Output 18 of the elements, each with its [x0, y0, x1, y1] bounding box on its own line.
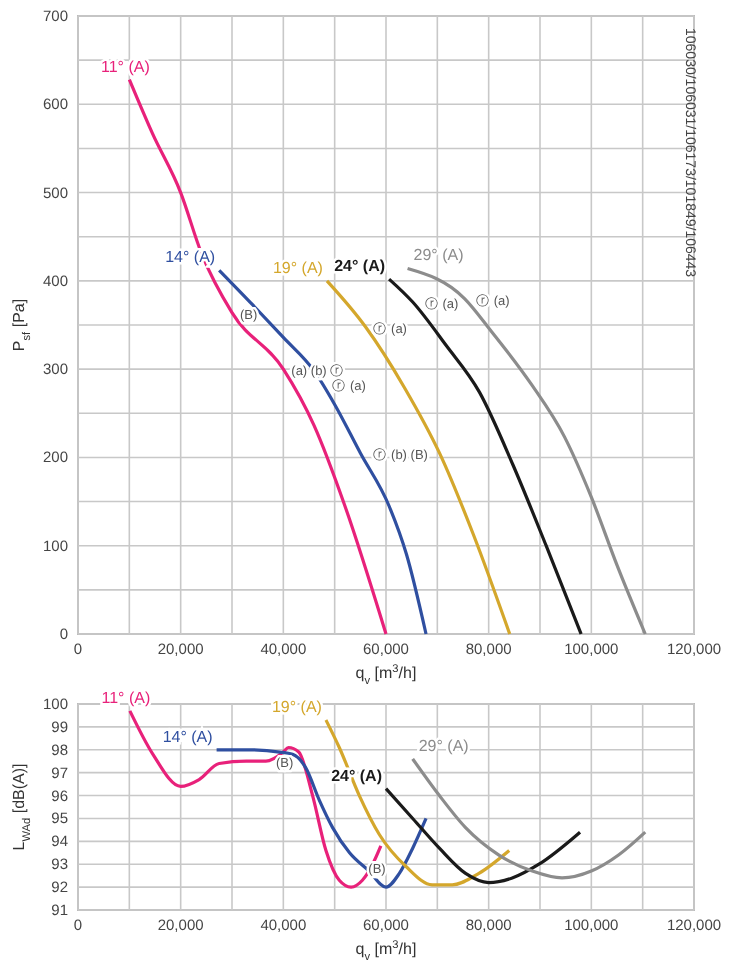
line-series — [324, 718, 511, 887]
series-label: 19° (A) — [273, 258, 324, 277]
series-label: 29° (A) — [413, 246, 465, 265]
series-label: 19° (A) — [271, 698, 323, 717]
line-series — [411, 757, 647, 880]
series-label: 11° (A) — [100, 57, 151, 76]
series-label: 14° (A) — [162, 727, 214, 746]
series-label: 29° (A) — [418, 736, 470, 755]
line-series — [387, 277, 583, 636]
line-series — [127, 77, 388, 636]
series-label: 24° (A) — [334, 257, 386, 276]
line-series — [215, 748, 428, 889]
line-series — [405, 266, 647, 636]
x-axis-title: q$_{v}$ [m$^{3}$/h] — [355, 940, 417, 964]
line-series — [384, 787, 582, 885]
series-label: 11° (A) — [101, 688, 151, 707]
line-series — [325, 279, 512, 636]
x-axis-title: q$_{v}$ [m$^{3}$/h] — [355, 664, 417, 688]
